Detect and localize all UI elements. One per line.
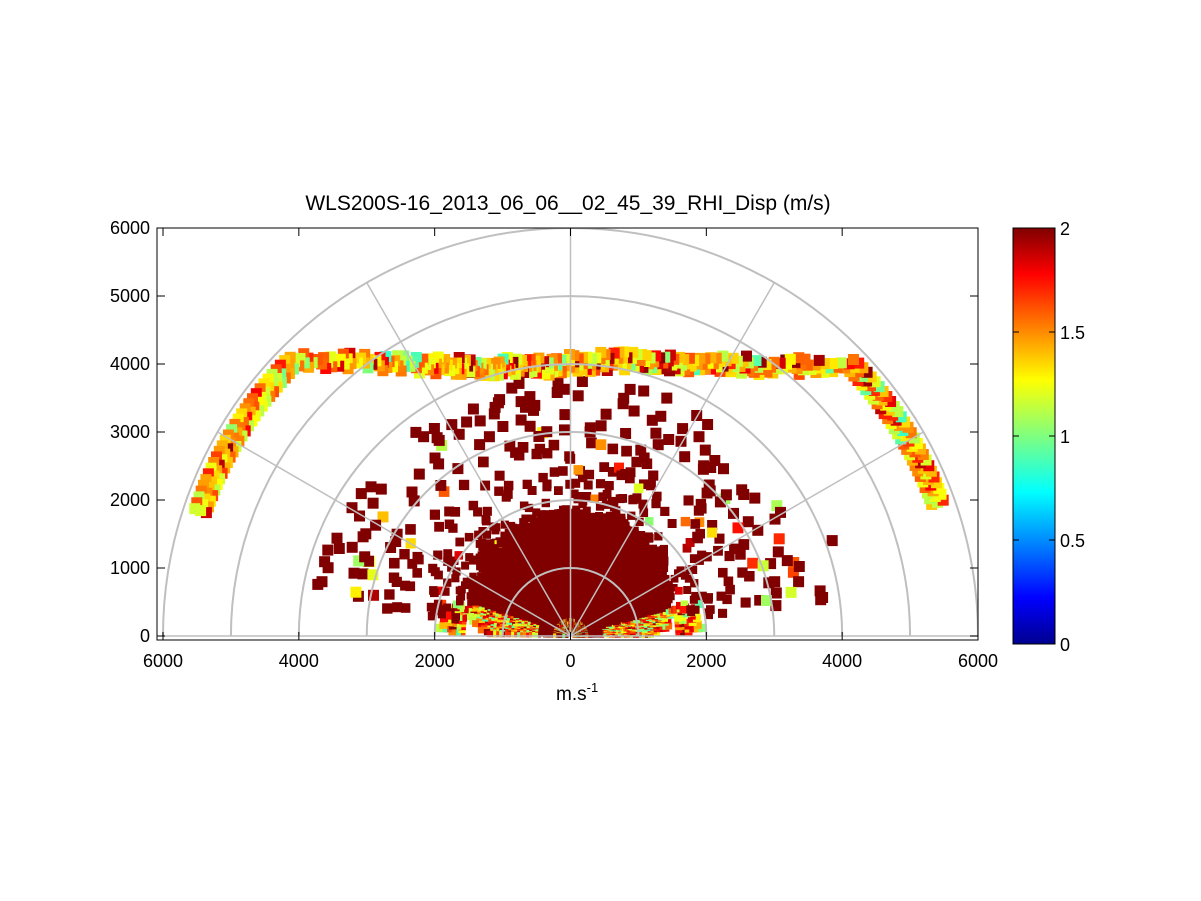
data-cell (572, 577, 578, 583)
data-cell (521, 632, 527, 638)
data-cell (486, 630, 494, 638)
data-cell (490, 631, 497, 638)
data-cell (533, 633, 539, 638)
data-cell (680, 628, 688, 636)
data-cell (515, 632, 521, 638)
data-cell (689, 624, 698, 633)
data-cell (508, 631, 515, 638)
data-cell (664, 586, 672, 594)
data-cell (674, 614, 682, 622)
data-cell (562, 571, 569, 577)
data-cell (467, 599, 475, 607)
data-cell (459, 614, 467, 622)
data-cell (505, 631, 512, 638)
data-cell (443, 624, 452, 633)
data-cell (530, 632, 536, 638)
data-cell (518, 632, 524, 638)
data-cell (678, 613, 687, 621)
data-cell (670, 584, 678, 592)
data-cell (578, 594, 584, 599)
data-cell (477, 626, 485, 634)
data-cell (468, 595, 476, 603)
data-cell (476, 562, 484, 571)
data-cell (528, 514, 537, 523)
data-cell (511, 632, 518, 638)
data-cell (698, 623, 707, 633)
data-cell (539, 632, 544, 637)
data-cell (637, 531, 646, 539)
data-cell (453, 628, 461, 636)
chart-title: WLS200S-16_2013_06_06__02_45_39_RHI_Disp… (305, 192, 830, 215)
data-cell (504, 528, 513, 537)
data-cell (613, 521, 622, 530)
data-cell (509, 622, 516, 628)
data-cell (665, 581, 673, 589)
data-cell (556, 588, 562, 593)
data-cell (527, 632, 533, 638)
data-cell (434, 623, 443, 633)
data-cell (665, 622, 673, 630)
data-cell (439, 620, 448, 629)
data-cell (468, 588, 476, 596)
data-cell (595, 512, 603, 520)
data-cell (549, 509, 557, 518)
data-cell (693, 620, 702, 629)
data-cell (662, 575, 670, 583)
data-cell (472, 620, 479, 627)
data-cell (684, 618, 692, 627)
data-cell (502, 630, 509, 636)
data-cell (467, 613, 474, 620)
data-cell (466, 576, 475, 585)
data-cell (664, 601, 671, 609)
data-cell (524, 632, 529, 638)
data-cell (692, 614, 701, 623)
data-cell (469, 572, 477, 581)
plot-area: 6000 4000 2000 0 2000 4000 6000 01000200030004… (110, 218, 998, 671)
data-cell (600, 513, 608, 522)
